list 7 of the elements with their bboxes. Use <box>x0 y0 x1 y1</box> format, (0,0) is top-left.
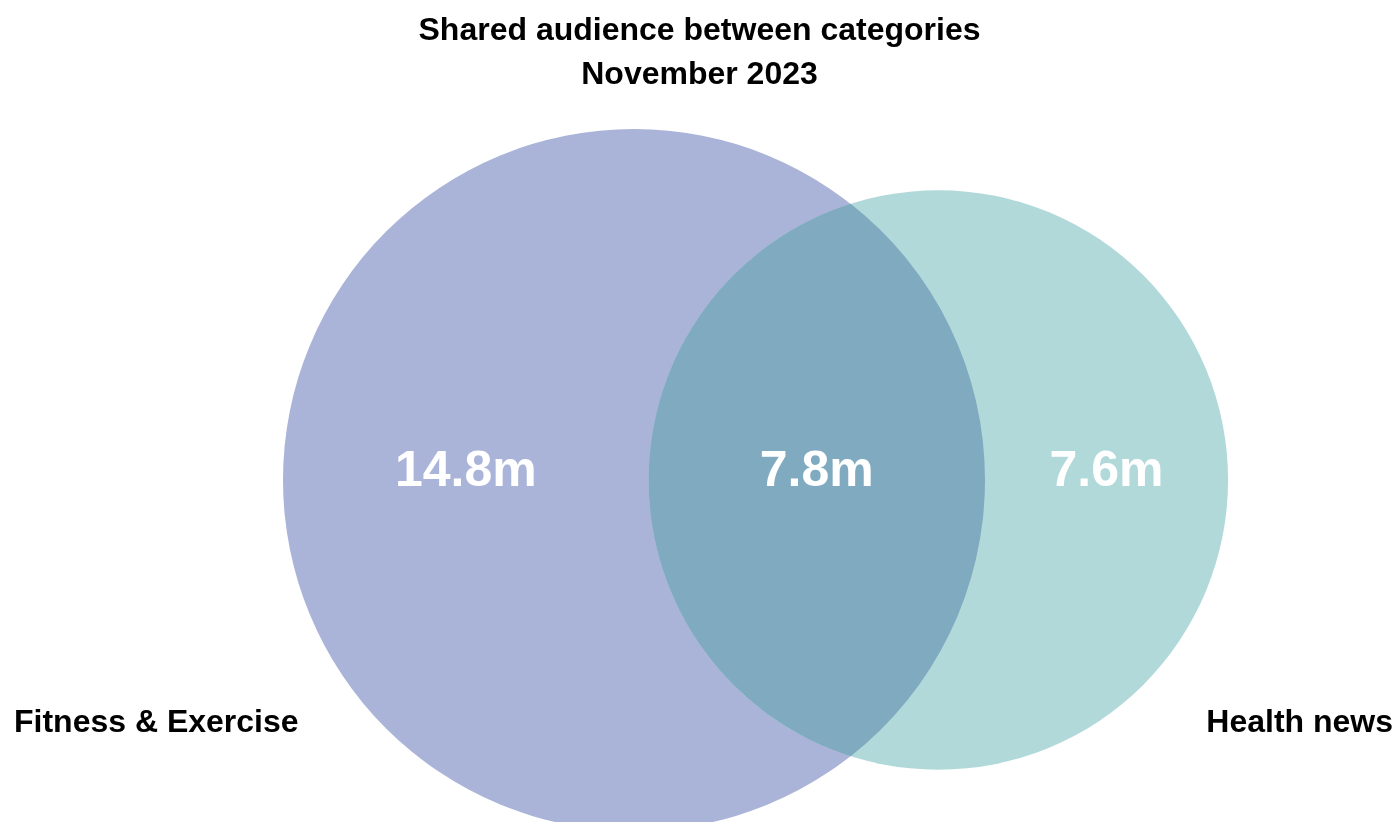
text: November 2023 <box>581 55 818 92</box>
data-label: 14.8m <box>394 440 537 497</box>
category-label: Fitness & Exercise <box>14 702 299 739</box>
category-label: Health news <box>1206 702 1393 739</box>
data-label: 7.8m <box>759 440 874 497</box>
text: Shared audience between categories <box>418 11 981 48</box>
data-label: 7.6m <box>1049 440 1164 497</box>
